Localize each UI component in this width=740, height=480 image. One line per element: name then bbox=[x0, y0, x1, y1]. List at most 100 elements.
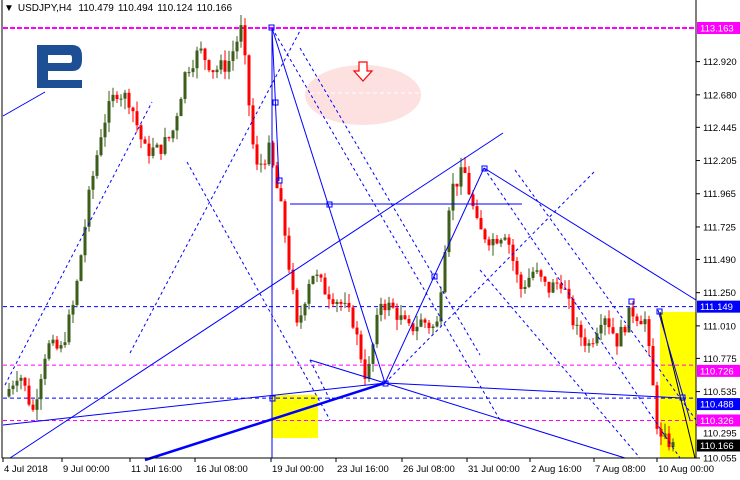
bear-candle[interactable] bbox=[143, 139, 147, 144]
anchor-handle[interactable] bbox=[272, 99, 279, 106]
bull-candle[interactable] bbox=[43, 358, 47, 379]
bear-candle[interactable] bbox=[631, 307, 635, 317]
bull-candle[interactable] bbox=[59, 345, 63, 349]
bear-candle[interactable] bbox=[423, 319, 427, 323]
bear-candle[interactable] bbox=[351, 307, 355, 328]
bear-candle[interactable] bbox=[635, 316, 639, 321]
bull-candle[interactable] bbox=[99, 137, 103, 156]
bull-candle[interactable] bbox=[387, 302, 391, 311]
bear-candle[interactable] bbox=[135, 111, 139, 126]
bull-candle[interactable] bbox=[123, 92, 127, 99]
bear-candle[interactable] bbox=[543, 276, 547, 282]
trendline[interactable] bbox=[9, 132, 504, 459]
bull-candle[interactable] bbox=[551, 282, 555, 293]
bull-candle[interactable] bbox=[663, 433, 667, 437]
bear-candle[interactable] bbox=[363, 359, 367, 379]
bull-candle[interactable] bbox=[83, 226, 87, 256]
anchor-handle[interactable] bbox=[656, 308, 663, 315]
bear-candle[interactable] bbox=[251, 105, 255, 145]
bear-candle[interactable] bbox=[263, 163, 267, 165]
bull-candle[interactable] bbox=[51, 339, 55, 344]
bear-candle[interactable] bbox=[607, 318, 611, 328]
bear-candle[interactable] bbox=[483, 229, 487, 240]
bear-candle[interactable] bbox=[571, 298, 575, 326]
bear-candle[interactable] bbox=[563, 288, 567, 290]
bull-candle[interactable] bbox=[431, 326, 435, 329]
bear-candle[interactable] bbox=[407, 318, 411, 324]
bear-candle[interactable] bbox=[479, 217, 483, 230]
anchor-handle[interactable] bbox=[382, 380, 389, 387]
bear-candle[interactable] bbox=[207, 60, 211, 71]
bear-candle[interactable] bbox=[323, 277, 327, 295]
bull-candle[interactable] bbox=[79, 255, 83, 281]
anchor-handle[interactable] bbox=[326, 201, 333, 208]
bull-candle[interactable] bbox=[175, 116, 179, 131]
bull-candle[interactable] bbox=[239, 25, 243, 42]
bear-candle[interactable] bbox=[383, 303, 387, 311]
bear-candle[interactable] bbox=[583, 337, 587, 346]
bull-candle[interactable] bbox=[371, 344, 375, 364]
bull-candle[interactable] bbox=[179, 98, 183, 117]
bear-candle[interactable] bbox=[403, 315, 407, 319]
bear-candle[interactable] bbox=[355, 327, 359, 335]
bull-candle[interactable] bbox=[63, 342, 67, 346]
bull-candle[interactable] bbox=[227, 60, 231, 72]
bull-candle[interactable] bbox=[527, 277, 531, 287]
bull-candle[interactable] bbox=[603, 318, 607, 325]
bear-candle[interactable] bbox=[559, 283, 563, 289]
triangle-down-icon[interactable]: ▼ bbox=[4, 3, 14, 14]
bull-candle[interactable] bbox=[267, 142, 271, 165]
bear-candle[interactable] bbox=[203, 48, 207, 61]
bear-candle[interactable] bbox=[495, 238, 499, 244]
bear-candle[interactable] bbox=[515, 260, 519, 275]
bull-candle[interactable] bbox=[343, 302, 347, 304]
bear-candle[interactable] bbox=[655, 385, 659, 429]
bull-candle[interactable] bbox=[39, 378, 43, 400]
bull-candle[interactable] bbox=[195, 50, 199, 69]
trendline[interactable] bbox=[384, 167, 485, 384]
bull-candle[interactable] bbox=[671, 442, 675, 448]
bull-candle[interactable] bbox=[503, 237, 507, 240]
dashed-line[interactable] bbox=[483, 167, 681, 459]
bear-candle[interactable] bbox=[347, 302, 351, 308]
anchor-handle[interactable] bbox=[628, 298, 635, 305]
bear-candle[interactable] bbox=[659, 428, 663, 437]
bear-candle[interactable] bbox=[159, 144, 163, 154]
dashed-line[interactable] bbox=[129, 26, 303, 354]
bear-candle[interactable] bbox=[275, 165, 279, 189]
bull-candle[interactable] bbox=[155, 144, 159, 148]
bull-candle[interactable] bbox=[19, 377, 23, 381]
bull-candle[interactable] bbox=[47, 343, 51, 359]
bull-candle[interactable] bbox=[575, 324, 579, 326]
bear-candle[interactable] bbox=[243, 25, 247, 56]
bear-candle[interactable] bbox=[427, 322, 431, 329]
bull-candle[interactable] bbox=[95, 155, 99, 176]
bull-candle[interactable] bbox=[451, 183, 455, 211]
bull-candle[interactable] bbox=[67, 314, 71, 343]
bear-candle[interactable] bbox=[639, 320, 643, 325]
bear-candle[interactable] bbox=[511, 244, 515, 261]
bull-candle[interactable] bbox=[91, 175, 95, 190]
bear-candle[interactable] bbox=[391, 302, 395, 308]
anchor-handle[interactable] bbox=[268, 24, 275, 31]
bear-candle[interactable] bbox=[359, 334, 363, 360]
bear-candle[interactable] bbox=[623, 326, 627, 333]
bull-candle[interactable] bbox=[11, 385, 15, 390]
bull-candle[interactable] bbox=[191, 68, 195, 73]
bull-candle[interactable] bbox=[107, 101, 111, 123]
bear-candle[interactable] bbox=[55, 339, 59, 349]
bull-candle[interactable] bbox=[199, 48, 203, 51]
bull-candle[interactable] bbox=[171, 130, 175, 139]
trendline[interactable] bbox=[483, 167, 697, 301]
bull-candle[interactable] bbox=[103, 122, 107, 138]
bull-candle[interactable] bbox=[315, 274, 319, 276]
bear-candle[interactable] bbox=[467, 172, 471, 195]
bull-candle[interactable] bbox=[7, 389, 11, 397]
bull-candle[interactable] bbox=[439, 292, 443, 322]
bear-candle[interactable] bbox=[27, 385, 31, 405]
trendline[interactable] bbox=[2, 382, 386, 426]
bull-candle[interactable] bbox=[435, 321, 439, 327]
bull-candle[interactable] bbox=[219, 60, 223, 70]
